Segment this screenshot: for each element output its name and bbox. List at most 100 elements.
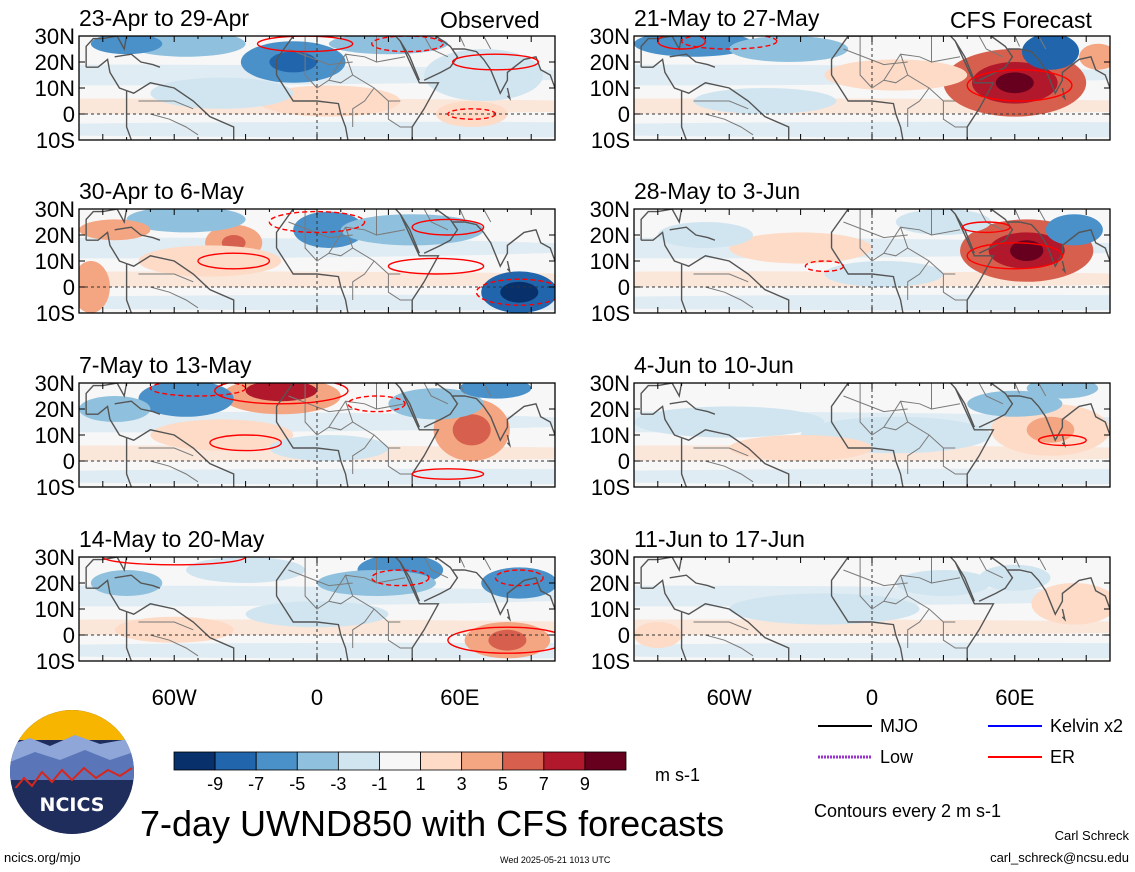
main-title: 7-day UWND850 with CFS forecasts: [140, 803, 725, 844]
coastline: [669, 226, 716, 241]
wind-anomaly-blob: [488, 629, 527, 651]
country-border: [328, 74, 353, 84]
legend-label: Kelvin x2: [1050, 716, 1123, 736]
coastline: [1061, 260, 1067, 274]
country-border: [459, 383, 466, 394]
coastline: [399, 561, 420, 602]
wind-anomaly-blob: [895, 570, 992, 596]
anomaly-band: [79, 468, 555, 485]
coastline: [979, 145, 991, 153]
coastline: [669, 574, 716, 589]
wind-anomaly-blob: [452, 414, 491, 446]
wind-anomaly-blob: [138, 245, 282, 277]
er-contour: [213, 383, 349, 405]
coastline: [1061, 608, 1067, 622]
coastline: [830, 74, 904, 140]
lat-tick-label: 20N: [35, 397, 75, 422]
country-border: [304, 36, 377, 89]
coastline: [125, 90, 133, 140]
coastline: [680, 263, 688, 313]
logo-text: NCICS: [40, 794, 105, 816]
coastline: [979, 492, 991, 500]
country-border: [288, 221, 353, 239]
country-border: [705, 460, 754, 483]
coastline: [641, 58, 682, 92]
wind-anomaly-blob: [293, 211, 365, 248]
country-border: [978, 383, 1004, 405]
colorbar-tick-label: -1: [371, 774, 387, 794]
coastline: [275, 421, 349, 487]
wind-anomaly-blob: [269, 435, 389, 461]
coastline: [126, 255, 235, 313]
lat-tick-label: 0: [618, 275, 630, 300]
panel-title: 23-Apr to 29-Apr: [79, 5, 249, 31]
lat-tick-label: 0: [63, 102, 75, 127]
wind-anomaly-blob: [245, 601, 389, 628]
lat-tick-label: 10N: [35, 423, 75, 448]
anomaly-band: [634, 294, 1110, 311]
anomaly-band: [634, 642, 1110, 659]
panel-field-fc2: [634, 209, 1110, 326]
coastline: [506, 608, 512, 622]
country-border: [931, 577, 961, 584]
colorbar-tick-label: 1: [416, 774, 426, 794]
country-border: [942, 274, 968, 301]
country-border: [931, 403, 961, 410]
country-border: [483, 209, 492, 223]
coastline: [669, 53, 716, 68]
country-border: [138, 100, 194, 110]
lat-tick-label: 30N: [590, 24, 630, 49]
country-border: [883, 74, 908, 84]
coastline: [506, 87, 512, 101]
country-border: [376, 56, 406, 63]
lat-tick-label: 10N: [590, 597, 630, 622]
coastline: [399, 213, 420, 254]
wind-anomaly-blob: [328, 36, 448, 55]
forecast-tag: CFS Forecast: [950, 7, 1092, 33]
colorbar-tick-label: 9: [580, 774, 590, 794]
country-border: [304, 383, 377, 436]
er-contour: [447, 626, 555, 654]
er-contour: [475, 278, 555, 306]
wind-anomaly-blob: [1021, 36, 1080, 70]
er-contour: [411, 468, 485, 480]
coastline: [424, 492, 436, 500]
coastline: [680, 611, 688, 661]
lat-tick-label: 30N: [590, 197, 630, 222]
country-border: [942, 101, 968, 128]
country-border: [288, 569, 353, 587]
author-email[interactable]: carl_schreck@ncsu.edu: [990, 850, 1129, 865]
country-border: [843, 48, 908, 66]
er-contour: [371, 569, 430, 587]
lat-tick-label: 20N: [35, 223, 75, 248]
wind-anomaly-blob: [729, 36, 849, 62]
coastline: [954, 561, 975, 602]
wind-anomaly-blob: [245, 383, 317, 402]
anomaly-band: [634, 619, 1110, 635]
country-border: [1014, 209, 1021, 220]
legend-label: ER: [1050, 747, 1075, 767]
colorbar-tick-label: -7: [248, 774, 264, 794]
country-border: [1038, 36, 1047, 50]
country-border: [387, 448, 413, 475]
wind-anomaly-blob: [634, 406, 825, 438]
anomaly-band: [79, 642, 555, 659]
er-contour: [347, 395, 406, 413]
panel-title: 28-May to 3-Jun: [634, 178, 800, 204]
country-border: [1038, 383, 1047, 397]
coastline: [275, 557, 440, 661]
coastline: [275, 209, 440, 313]
wind-anomaly-blob: [967, 390, 1063, 417]
coastline: [979, 318, 991, 326]
country-border: [376, 577, 406, 584]
site-url[interactable]: ncics.org/mjo: [4, 850, 81, 865]
country-border: [376, 403, 406, 410]
coastline: [506, 260, 512, 274]
country-border: [459, 209, 466, 220]
panel-title: 21-May to 27-May: [634, 5, 820, 31]
lat-tick-label: 30N: [35, 24, 75, 49]
lat-tick-label: 30N: [590, 371, 630, 396]
country-border: [693, 447, 749, 457]
coastline: [125, 437, 133, 487]
